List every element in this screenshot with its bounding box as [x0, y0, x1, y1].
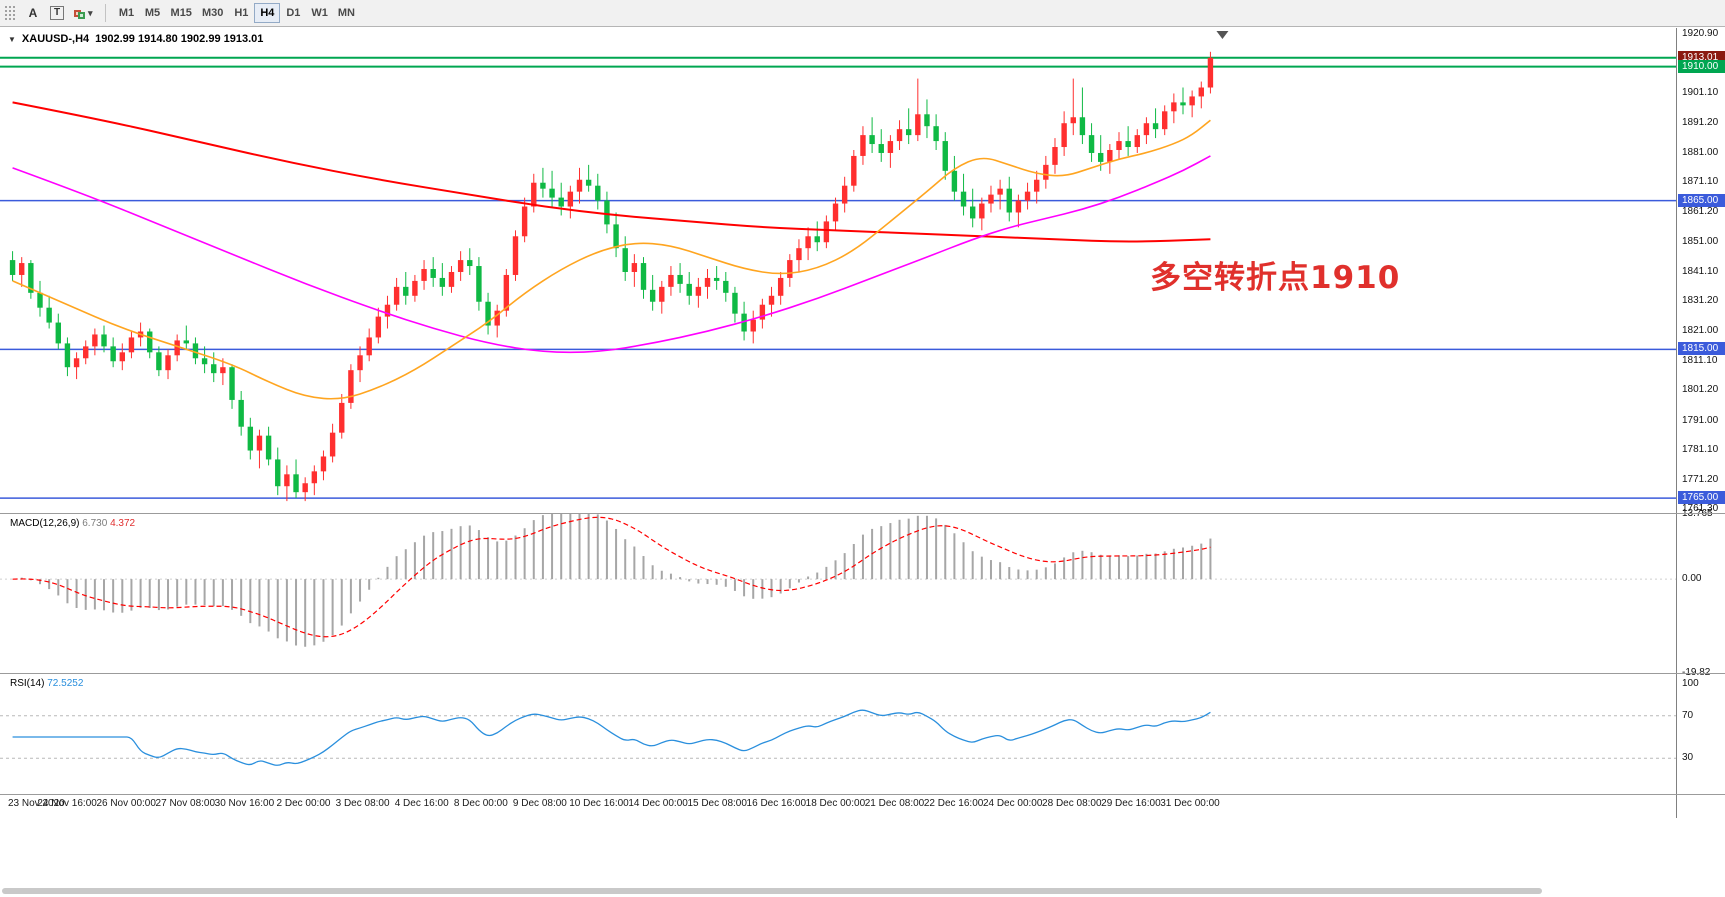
time-axis-label: 18 Dec 00:00 — [805, 798, 866, 809]
price-scale-label: 1811.10 — [1682, 354, 1718, 366]
timeframe-button-h1[interactable]: H1 — [228, 3, 254, 23]
timeframe-button-w1[interactable]: W1 — [306, 3, 333, 23]
shapes-tool-button[interactable]: ▾ — [70, 3, 97, 23]
time-axis-label: 3 Dec 08:00 — [335, 798, 390, 809]
time-axis-label: 28 Dec 08:00 — [1042, 798, 1102, 809]
price-badge-blue: 1865.00 — [1678, 193, 1725, 207]
panel-divider[interactable] — [0, 794, 1725, 795]
price-scale-label: 1831.20 — [1682, 295, 1719, 307]
price-scale-label: 1891.20 — [1682, 116, 1719, 128]
time-axis-label: 22 Dec 16:00 — [923, 798, 984, 809]
chart-symbol-period: XAUUSD-,H4 — [21, 33, 90, 45]
toolbar-grip-icon[interactable] — [4, 5, 16, 21]
price-scale-label: 1920.90 — [1682, 28, 1719, 40]
rsi-scale-label: 70 — [1682, 709, 1694, 721]
macd-scale-label: -19.82 — [1682, 667, 1710, 678]
time-axis-label: 27 Nov 08:00 — [155, 798, 216, 809]
time-axis-label: 8 Dec 00:00 — [453, 798, 508, 809]
price-scale-label: 1771.20 — [1682, 473, 1719, 485]
toolbar: A T ▾ M1 M5 M15 M30 H1 H4 D1 W1 MN — [0, 0, 1725, 27]
price-scale-label: 1781.10 — [1682, 444, 1719, 456]
rsi-name: RSI(14) — [10, 678, 45, 689]
macd-main-value: 6.730 — [82, 518, 108, 529]
time-axis-label: 26 Nov 00:00 — [96, 798, 156, 809]
time-axis-label: 24 Nov 16:00 — [37, 798, 97, 809]
timeframe-button-m5[interactable]: M5 — [140, 3, 166, 23]
panel-divider[interactable] — [0, 513, 1725, 514]
price-scale[interactable]: 1920.90 1901.10 1891.20 1881.00 1871.10 1861.… — [1676, 28, 1725, 818]
macd-signal-line — [12, 516, 1211, 638]
timeframe-button-d1[interactable]: D1 — [280, 3, 306, 23]
price-scale-label: 1861.20 — [1682, 205, 1719, 217]
ma-fast-orange-line — [12, 119, 1211, 400]
price-badge-blue: 1815.00 — [1678, 342, 1725, 356]
time-axis-label: 31 Dec 00:00 — [1160, 798, 1220, 809]
chart-annotation-text[interactable]: 多空转折点1910 — [1150, 260, 1401, 296]
candles — [9, 51, 1214, 502]
timeframe-button-m1[interactable]: M1 — [114, 3, 140, 23]
price-scale-label: 1881.00 — [1682, 146, 1719, 158]
timeframe-button-m30[interactable]: M30 — [197, 3, 228, 23]
macd-histogram — [20, 514, 1212, 647]
rsi-value: 72.5252 — [47, 678, 84, 689]
chart-shift-marker-icon[interactable] — [1216, 31, 1229, 39]
timeframe-button-mn[interactable]: MN — [333, 3, 360, 23]
rsi-scale-label: 30 — [1682, 752, 1694, 764]
time-axis-label: 30 Nov 16:00 — [214, 798, 275, 809]
dropdown-caret-icon[interactable]: ▾ — [88, 7, 93, 18]
text-tool-glyph: T — [50, 6, 64, 20]
time-axis-label: 24 Dec 00:00 — [982, 798, 1043, 809]
timeframe-toolbar: M1 M5 M15 M30 H1 H4 D1 W1 MN — [114, 3, 360, 23]
price-scale-label: 1851.00 — [1682, 236, 1719, 248]
time-axis-label: 2 Dec 00:00 — [276, 798, 331, 809]
time-axis-label: 4 Dec 16:00 — [394, 798, 449, 809]
macd-signal-value: 4.372 — [110, 518, 136, 529]
toolbar-separator — [104, 4, 106, 22]
macd-indicator-label: MACD(12,26,9) 6.730 4.372 — [10, 518, 135, 529]
horizontal-scrollbar[interactable] — [2, 888, 1542, 894]
time-axis-label: 16 Dec 16:00 — [746, 798, 807, 809]
price-scale-label: 1801.20 — [1682, 384, 1719, 396]
time-axis-label: 23 Nov 2020 — [8, 798, 65, 809]
price-scale-label: 1901.10 — [1682, 87, 1719, 99]
text-tool-button[interactable]: T — [46, 3, 68, 23]
ma-mid-magenta-line — [12, 155, 1211, 354]
rsi-indicator-label: RSI(14) 72.5252 — [10, 678, 83, 689]
price-badge-green: 1910.00 — [1678, 59, 1725, 73]
macd-scale-label: 0.00 — [1682, 573, 1702, 585]
symbol-marker-icon: ▼ — [8, 35, 16, 44]
rsi-scale-label: 100 — [1682, 678, 1699, 689]
text-label-tool-button[interactable]: A — [22, 3, 44, 23]
time-axis-label: 29 Dec 16:00 — [1101, 798, 1161, 809]
text-label-tool-glyph: A — [28, 6, 38, 20]
time-axis-label: 9 Dec 08:00 — [512, 798, 567, 809]
macd-panel-chart[interactable] — [0, 514, 1676, 673]
price-scale-label: 1841.10 — [1682, 265, 1719, 277]
ma-slow-red-line — [12, 101, 1211, 243]
main-chart-panel[interactable] — [0, 28, 1676, 513]
timeframe-button-h4[interactable]: H4 — [254, 3, 281, 23]
time-axis[interactable]: 23 Nov 2020 24 Nov 16:00 26 Nov 00:00 27 No… — [0, 795, 1676, 812]
time-axis-label: 10 Dec 16:00 — [569, 798, 629, 809]
chart-ohlc-quotes: 1902.99 1914.80 1902.99 1913.01 — [95, 33, 264, 45]
timeframe-button-m15[interactable]: M15 — [166, 3, 197, 23]
price-badge-blue: 1765.00 — [1678, 491, 1725, 505]
macd-name: MACD(12,26,9) — [10, 518, 80, 529]
price-scale-label: 1791.00 — [1682, 414, 1719, 426]
time-axis-label: 15 Dec 08:00 — [687, 798, 747, 809]
time-axis-label: 14 Dec 00:00 — [628, 798, 688, 809]
rsi-line — [12, 709, 1211, 766]
chart-header: ▼ XAUUSD-,H4 1902.99 1914.80 1902.99 191… — [8, 33, 263, 45]
rsi-panel-chart[interactable] — [0, 674, 1676, 794]
price-scale-label: 1821.00 — [1682, 325, 1719, 337]
time-axis-label: 21 Dec 08:00 — [864, 798, 925, 809]
panel-divider[interactable] — [0, 673, 1725, 674]
shape-square-green-icon — [78, 12, 85, 19]
price-scale-label: 1761.30 — [1682, 503, 1719, 515]
price-scale-label: 1871.10 — [1682, 176, 1719, 188]
